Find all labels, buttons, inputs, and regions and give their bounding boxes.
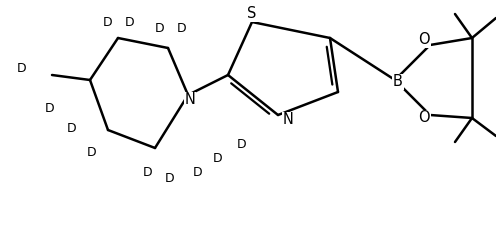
Text: D: D: [177, 21, 187, 34]
Text: S: S: [248, 6, 257, 21]
Text: N: N: [185, 92, 195, 107]
Text: D: D: [125, 15, 135, 28]
Text: D: D: [143, 165, 153, 179]
Text: B: B: [393, 75, 403, 89]
Text: N: N: [283, 112, 294, 128]
Text: D: D: [213, 152, 223, 164]
Text: D: D: [155, 21, 165, 34]
Text: D: D: [237, 139, 247, 152]
Text: D: D: [67, 122, 77, 134]
Text: D: D: [45, 101, 55, 115]
Text: D: D: [193, 165, 203, 179]
Text: O: O: [418, 33, 430, 48]
Text: D: D: [17, 61, 27, 75]
Text: D: D: [103, 15, 113, 28]
Text: D: D: [87, 146, 97, 158]
Text: D: D: [165, 171, 175, 185]
Text: O: O: [418, 110, 430, 125]
